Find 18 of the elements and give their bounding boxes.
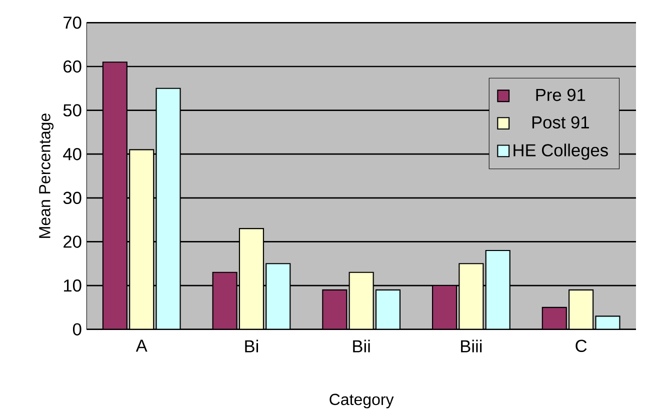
x-tick-label: C [576, 340, 587, 352]
x-tick-label: Biii [461, 340, 482, 352]
y-tick-label: 70 [64, 16, 82, 29]
y-tick-label: 40 [63, 148, 82, 160]
legend-label: Post 91 [532, 116, 589, 129]
x-axis-title: Category [330, 394, 394, 408]
y-axis-title: Mean Percentage [39, 114, 54, 238]
y-tick-label: 20 [64, 236, 82, 248]
y-tick-label: 0 [72, 323, 82, 336]
x-tick-label: Bi [245, 340, 258, 352]
x-tick-label: A [136, 340, 148, 352]
y-tick-label: 50 [63, 104, 82, 116]
y-tick-label: 10 [64, 279, 82, 292]
y-tick-label: 30 [63, 192, 82, 204]
legend-label: Pre 91 [536, 88, 586, 102]
x-tick-label: Bii [353, 340, 370, 352]
legend-label: HE Colleges [514, 144, 608, 160]
y-tick-label: 60 [64, 60, 82, 73]
